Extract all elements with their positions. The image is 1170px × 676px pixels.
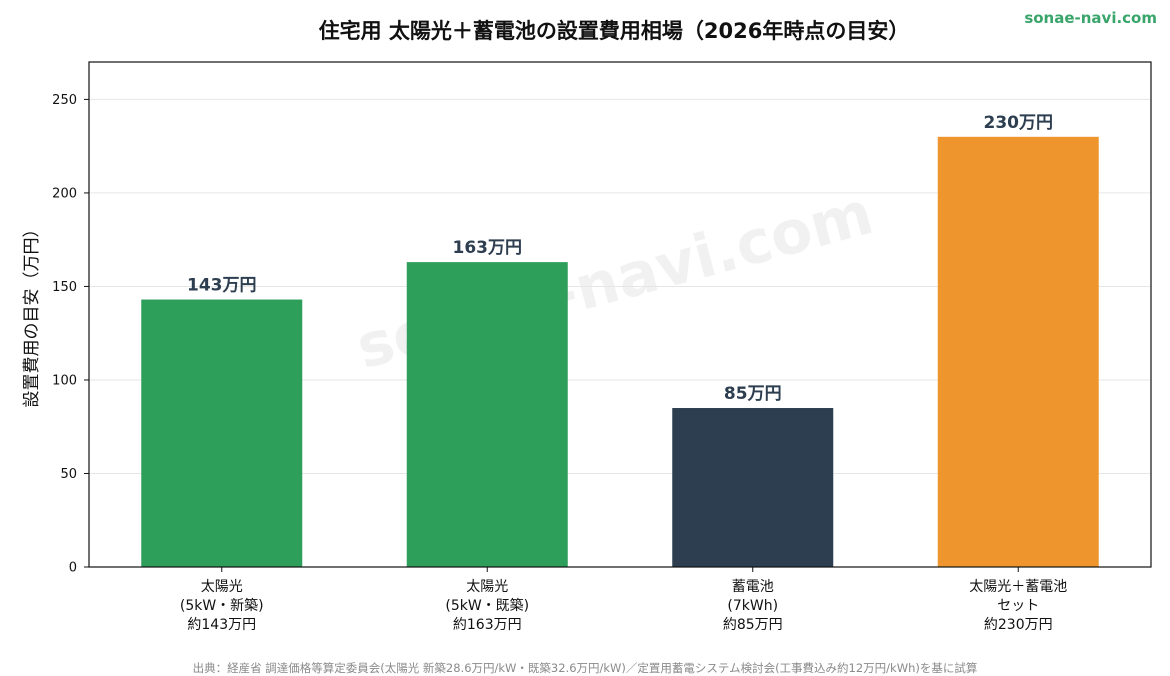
plot-frame [88,61,1152,568]
x-tick-label: (5kW・既築) [445,598,529,614]
chart-title: 住宅用 太陽光＋蓄電池の設置費用相場（2026年時点の目安） [319,19,910,43]
x-tick-label: 約85万円 [723,617,783,633]
source-note: 出典：経産省 調達価格等算定委員会(太陽光 新築28.6万円/kW・既築32.6… [193,661,978,675]
x-axis-ticks: 太陽光(5kW・新築)約143万円太陽光(5kW・既築)約163万円蓄電池(7k… [180,567,1067,633]
y-tick-label: 250 [52,93,77,108]
x-tick-label: 約230万円 [984,617,1053,633]
bars [141,136,1099,567]
data-labels: 143万円 163万円 85万円 230万円 [187,113,1053,404]
x-tick-label: 約163万円 [453,617,522,633]
bar [406,262,568,567]
bar [672,408,834,567]
bar-value-label: 85万円 [724,384,782,404]
bar [937,136,1099,567]
y-tick-label: 50 [60,467,77,482]
bar-value-label: 163万円 [453,238,523,258]
brand-logo[interactable]: sonae-navi.com [1024,9,1157,27]
x-tick-label: 太陽光 [201,579,243,595]
bar [141,299,303,567]
y-tick-label: 100 [52,373,77,388]
y-tick-label: 200 [52,186,77,201]
x-tick-label: セット [997,598,1039,614]
x-tick-label: (7kWh) [727,598,778,614]
y-tick-label: 150 [52,280,77,295]
y-axis-label: 設置費用の目安（万円） [22,221,42,408]
x-tick-label: 太陽光＋蓄電池 [969,579,1067,595]
bar-value-label: 143万円 [187,276,257,296]
x-tick-label: 蓄電池 [732,579,774,595]
bar-value-label: 230万円 [984,113,1054,133]
y-tick-label: 0 [69,561,77,576]
y-axis-ticks: 0 50 100 150 200 250 [52,93,89,576]
x-tick-label: 約143万円 [187,617,256,633]
x-tick-label: 太陽光 [466,579,508,595]
x-tick-label: (5kW・新築) [180,598,264,614]
